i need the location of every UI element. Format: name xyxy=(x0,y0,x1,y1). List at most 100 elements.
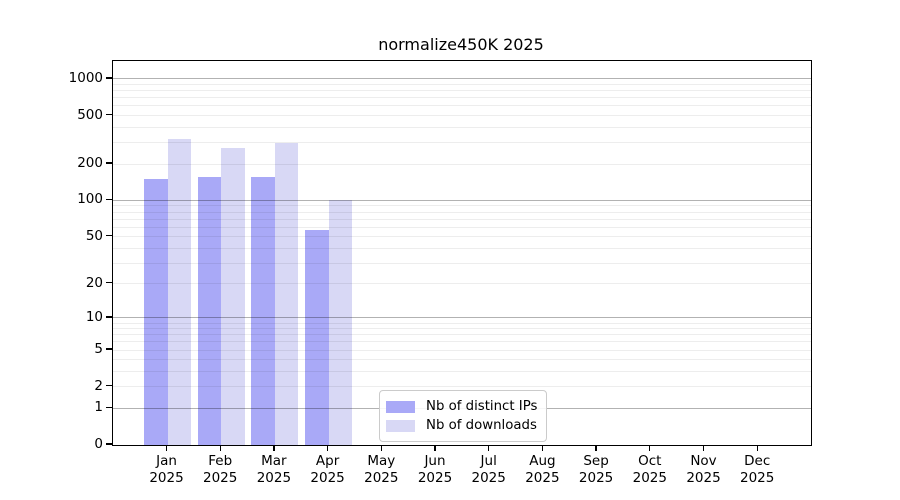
y-tick-mark-5 xyxy=(106,348,112,350)
x-tick-label-year: 2025 xyxy=(632,469,667,486)
x-tick-mark-oct xyxy=(649,446,651,451)
x-tick-mark-dec xyxy=(756,446,758,451)
x-tick-label-year: 2025 xyxy=(471,469,506,486)
legend-label: Nb of distinct IPs xyxy=(426,399,538,414)
y-tick-label-1000: 1000 xyxy=(68,69,103,86)
y-tick-label-1: 1 xyxy=(94,399,103,416)
gridline-minor-70 xyxy=(113,218,811,220)
gridline-minor-7 xyxy=(113,334,811,336)
x-tick-mark-aug xyxy=(541,446,544,451)
gridline-minor-800 xyxy=(113,90,811,92)
x-tick-label-year: 2025 xyxy=(686,469,721,486)
gridline-minor-9 xyxy=(113,322,811,324)
y-tick-mark-10 xyxy=(106,316,112,318)
bar-apr-downloads xyxy=(328,200,353,445)
y-tick-mark-20 xyxy=(106,282,112,284)
legend-swatch-distinct-ips xyxy=(386,400,415,413)
x-tick-label-sep: Sep 2025 xyxy=(556,453,636,486)
x-tick-label-month: May xyxy=(367,453,396,469)
x-tick-label-year: 2025 xyxy=(149,469,184,486)
gridline-major-100 xyxy=(113,199,811,201)
y-tick-label-2: 2 xyxy=(94,377,103,394)
gridline-minor-30 xyxy=(113,262,811,264)
y-tick-mark-2 xyxy=(106,385,112,387)
bar-jan-distinct-ips xyxy=(144,179,168,445)
x-tick-mark-jan xyxy=(165,446,168,451)
gridline-minor-200 xyxy=(113,163,811,165)
gridline-minor-5 xyxy=(113,349,811,351)
y-tick-mark-200 xyxy=(106,162,112,164)
y-tick-label-5: 5 xyxy=(94,341,103,358)
x-tick-label-year: 2025 xyxy=(256,469,292,486)
x-tick-label-month: Jun xyxy=(424,453,446,469)
x-tick-label-dec: Dec 2025 xyxy=(717,453,797,486)
y-tick-label-0: 0 xyxy=(94,436,103,452)
bar-feb-distinct-ips xyxy=(197,177,222,445)
x-tick-mark-apr xyxy=(326,446,329,451)
gridline-minor-600 xyxy=(113,105,811,107)
gridline-minor-40 xyxy=(113,247,811,249)
x-tick-label-feb: Feb 2025 xyxy=(180,453,260,486)
x-tick-label-year: 2025 xyxy=(310,469,345,486)
gridline-minor-3 xyxy=(113,371,811,373)
x-tick-label-month: Nov xyxy=(690,453,717,469)
x-tick-label-jul: Jul 2025 xyxy=(449,453,529,486)
bar-jan-downloads xyxy=(167,139,191,445)
x-tick-label-month: Jul xyxy=(480,453,497,469)
gridline-minor-90 xyxy=(113,205,811,207)
x-tick-label-year: 2025 xyxy=(525,469,560,486)
y-tick-mark-500 xyxy=(106,113,112,116)
y-tick-label-500: 500 xyxy=(77,106,103,123)
gridline-minor-700 xyxy=(113,97,811,99)
x-tick-label-mar: Mar 2025 xyxy=(234,453,314,486)
plot-area xyxy=(112,60,812,446)
x-tick-label-jan: Jan 2025 xyxy=(127,453,207,486)
bar-apr-distinct-ips xyxy=(305,229,329,445)
x-tick-label-month: Jan xyxy=(156,453,177,469)
x-tick-label-aug: Aug 2025 xyxy=(502,453,582,486)
gridline-major-10 xyxy=(113,317,811,319)
x-tick-label-year: 2025 xyxy=(740,469,775,486)
gridline-minor-60 xyxy=(113,226,811,228)
gridline-minor-80 xyxy=(113,211,811,213)
x-tick-label-month: Feb xyxy=(208,453,233,469)
x-tick-label-month: Oct xyxy=(638,453,662,469)
x-tick-label-month: Apr xyxy=(315,453,340,469)
bar-mar-downloads xyxy=(274,142,299,445)
x-tick-label-month: Dec xyxy=(744,453,771,469)
x-tick-mark-sep xyxy=(595,446,597,451)
x-tick-label-month: Aug xyxy=(529,453,556,469)
y-tick-mark-50 xyxy=(106,235,112,237)
gridline-minor-900 xyxy=(113,84,811,86)
y-tick-mark-1 xyxy=(106,406,112,408)
gridline-minor-20 xyxy=(113,283,811,285)
y-tick-label-200: 200 xyxy=(77,155,103,171)
gridline-minor-300 xyxy=(113,142,811,144)
x-tick-label-year: 2025 xyxy=(203,469,238,486)
x-tick-label-jun: Jun 2025 xyxy=(395,453,475,486)
x-tick-mark-feb xyxy=(219,446,221,451)
legend-swatch-downloads xyxy=(386,419,415,432)
x-tick-label-year: 2025 xyxy=(364,469,399,486)
legend: Nb of distinct IPs Nb of downloads xyxy=(379,390,548,442)
x-tick-label-apr: Apr 2025 xyxy=(288,453,368,486)
gridline-minor-4 xyxy=(113,359,811,361)
y-tick-mark-1000 xyxy=(106,77,112,79)
bar-mar-distinct-ips xyxy=(251,176,275,445)
y-tick-label-100: 100 xyxy=(77,191,103,208)
y-tick-label-50: 50 xyxy=(85,227,103,244)
gridline-minor-50 xyxy=(113,236,811,238)
gridline-minor-8 xyxy=(113,328,811,330)
y-tick-label-10: 10 xyxy=(85,308,103,325)
x-tick-label-may: May 2025 xyxy=(341,453,421,486)
x-tick-label-nov: Nov 2025 xyxy=(664,453,744,486)
gridline-minor-500 xyxy=(113,115,811,117)
gridline-minor-400 xyxy=(113,126,811,128)
y-tick-label-20: 20 xyxy=(85,274,103,291)
x-tick-mark-jul xyxy=(488,446,490,451)
y-tick-mark-100 xyxy=(106,198,112,201)
gridline-minor-6 xyxy=(113,341,811,343)
x-tick-label-month: Mar xyxy=(261,453,287,469)
x-tick-mark-mar xyxy=(273,446,275,451)
